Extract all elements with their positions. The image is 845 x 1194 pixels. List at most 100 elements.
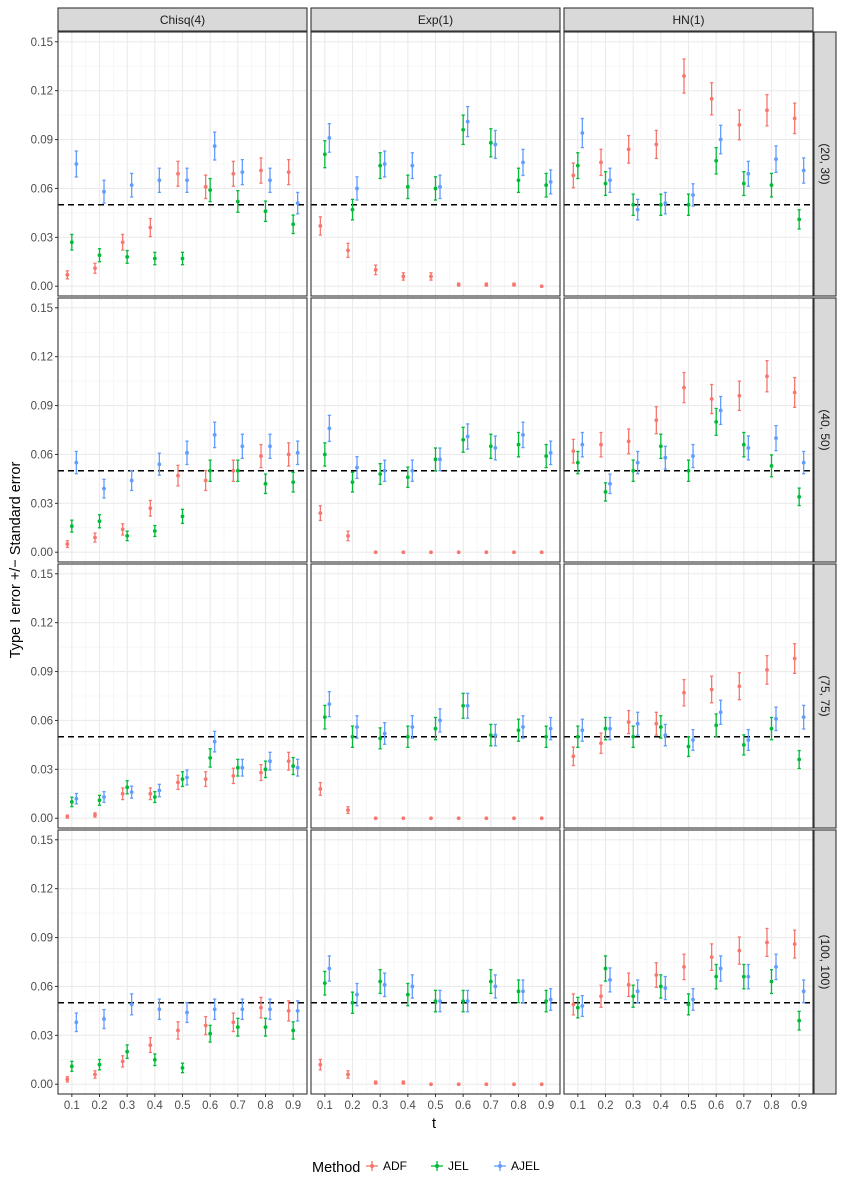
row-strip — [813, 829, 837, 1095]
point-ajel — [268, 178, 272, 183]
point-adf — [599, 994, 603, 999]
y-tick-label: 0.15 — [31, 303, 53, 315]
point-jel — [575, 1005, 580, 1010]
point-adf — [259, 454, 263, 458]
point-jel — [488, 140, 493, 145]
y-tick-label: 0.15 — [31, 37, 53, 49]
y-tick-label: 0.09 — [31, 667, 53, 679]
panel-exp-1-20-30 — [310, 31, 561, 297]
point-ajel — [718, 137, 723, 142]
y-tick-label: 0.12 — [31, 86, 53, 98]
point-adf — [539, 816, 544, 821]
point-adf — [512, 1082, 516, 1087]
point-jel — [235, 468, 240, 473]
panel-exp-1-100-100 — [310, 829, 561, 1095]
point-adf — [176, 473, 180, 478]
point-ajel — [129, 790, 134, 795]
point-ajel — [212, 739, 217, 744]
point-jel — [152, 795, 157, 799]
point-jel — [235, 765, 240, 770]
point-adf — [148, 225, 153, 230]
point-adf — [654, 721, 659, 726]
point-jel — [658, 444, 663, 449]
point-jel — [769, 183, 774, 188]
point-jel — [575, 163, 580, 168]
point-adf — [456, 816, 461, 821]
point-jel — [350, 480, 355, 485]
point-ajel — [185, 775, 189, 780]
point-adf — [401, 274, 406, 279]
point-jel — [544, 734, 549, 739]
point-jel — [125, 254, 130, 259]
point-adf — [401, 1080, 406, 1085]
point-adf — [346, 248, 350, 253]
point-ajel — [102, 1017, 106, 1021]
point-jel — [69, 800, 74, 804]
point-jel — [433, 186, 438, 191]
point-adf — [346, 534, 350, 538]
row-strip-label: (20, 30) — [818, 143, 832, 184]
point-adf — [373, 816, 378, 821]
point-adf — [512, 816, 516, 821]
point-jel — [461, 437, 466, 442]
x-tick-label: 0.2 — [598, 1100, 614, 1112]
row-strip-label: (40, 50) — [818, 409, 832, 450]
x-tick-label: 0.5 — [681, 1100, 697, 1112]
point-jel — [603, 181, 608, 186]
x-tick-label: 0.8 — [258, 1100, 274, 1112]
point-adf — [148, 506, 153, 511]
point-adf — [571, 449, 576, 454]
point-jel — [433, 726, 438, 731]
point-jel — [603, 490, 608, 494]
point-adf — [346, 1072, 350, 1077]
point-adf — [373, 1080, 378, 1085]
panel-border — [57, 563, 308, 829]
point-adf — [259, 1005, 263, 1010]
point-jel — [69, 524, 74, 529]
point-adf — [401, 816, 406, 821]
point-ajel — [691, 193, 695, 197]
point-ajel — [663, 455, 668, 460]
point-adf — [792, 942, 797, 946]
point-adf — [93, 266, 97, 271]
point-adf — [571, 1002, 576, 1007]
point-jel — [152, 529, 157, 533]
point-jel — [180, 777, 185, 782]
point-adf — [709, 96, 714, 101]
point-adf — [682, 74, 686, 78]
point-jel — [97, 798, 102, 803]
point-adf — [429, 816, 433, 821]
point-jel — [516, 989, 521, 994]
point-ajel — [240, 765, 245, 770]
x-tick-label: 0.7 — [736, 1100, 752, 1112]
point-adf — [765, 108, 769, 113]
y-tick-label: 0.00 — [31, 281, 53, 293]
point-ajel — [295, 201, 300, 206]
point-jel — [488, 444, 493, 449]
panel-chisq-4-20-30 — [57, 31, 308, 297]
point-jel — [263, 481, 268, 486]
point-adf — [539, 550, 544, 555]
point-jel — [180, 256, 185, 261]
legend-key-point-ajel — [498, 1164, 502, 1168]
point-jel — [631, 468, 636, 473]
point-ajel — [774, 436, 778, 441]
point-adf — [539, 1082, 544, 1087]
point-jel — [461, 703, 466, 708]
point-jel — [741, 742, 746, 747]
point-ajel — [580, 131, 585, 135]
point-ajel — [548, 180, 553, 184]
point-adf — [259, 168, 263, 173]
point-jel — [658, 202, 663, 207]
point-adf — [792, 390, 797, 395]
point-jel — [741, 181, 746, 186]
point-jel — [405, 992, 410, 997]
point-jel — [797, 1018, 802, 1023]
point-adf — [203, 1023, 208, 1028]
point-ajel — [608, 178, 612, 183]
point-adf — [176, 171, 180, 176]
point-ajel — [548, 997, 553, 1002]
y-tick-label: 0.09 — [31, 933, 53, 945]
point-ajel — [102, 795, 106, 799]
y-tick-label: 0.03 — [31, 498, 53, 510]
